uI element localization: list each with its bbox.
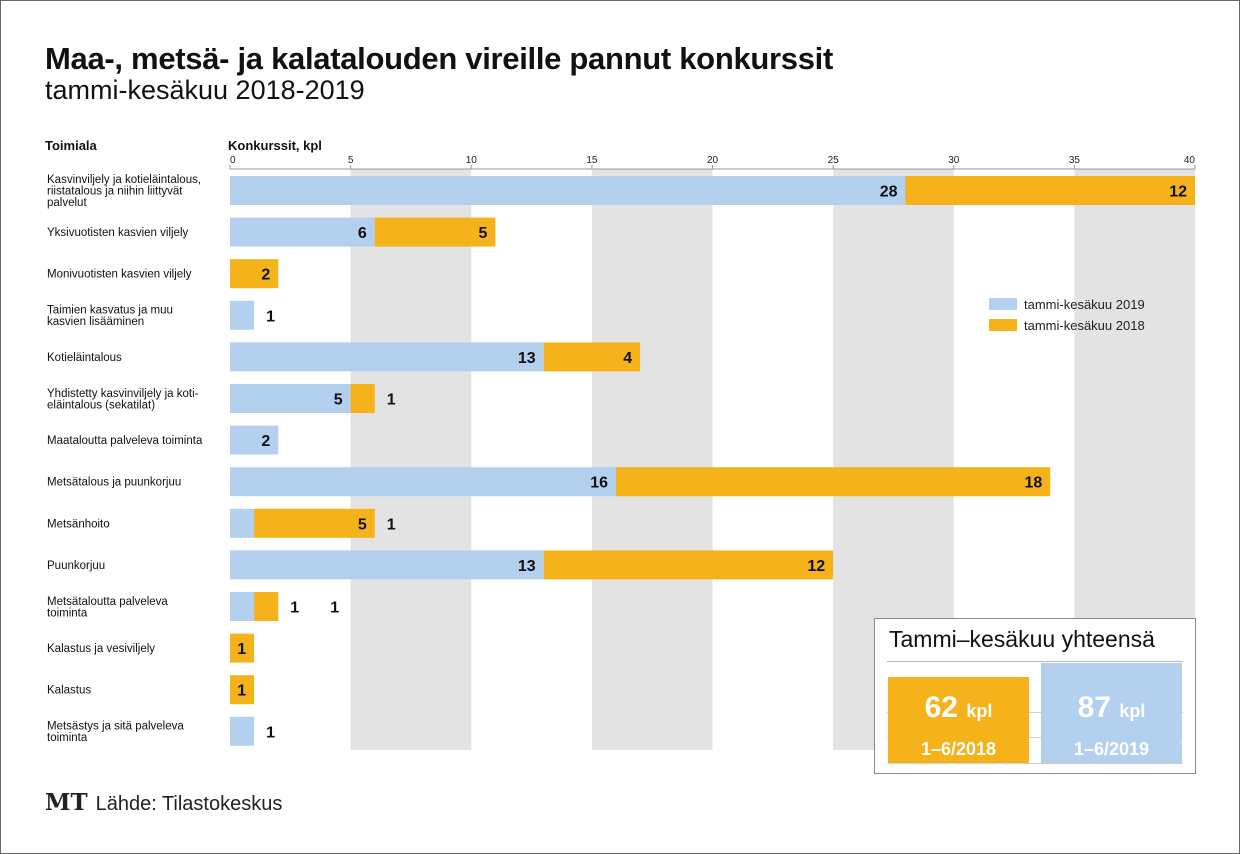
value-label-2018: 12 [807,558,825,575]
x-tick-label: 35 [1069,155,1081,166]
value-label-2019: 6 [358,225,367,242]
bar-2018 [374,217,496,247]
value-label-2019: 16 [590,475,608,492]
value-label-2018: 1 [237,641,246,658]
category-label: Metsänhoito [47,518,110,530]
value-label-2019: 1 [266,308,275,325]
bar-2019 [230,508,255,538]
value-label-2019: 13 [518,350,536,367]
value-label-2018: 1 [237,683,246,700]
value-label-2019: 13 [518,558,536,575]
bar-2019 [230,217,375,247]
bar-2018 [543,550,834,580]
totals-divider [887,661,1183,662]
legend-label: tammi-kesäkuu 2019 [1024,297,1145,312]
category-column-header: Toimiala [45,138,97,153]
bar-2019 [230,550,544,580]
chart-subtitle: tammi-kesäkuu 2018-2019 [45,75,365,105]
bar-2018 [543,342,641,372]
category-label: Metsästys ja sitä palveleva toiminta [47,721,184,745]
x-tick-label: 30 [948,155,960,166]
totals-gridline [887,712,1183,713]
value-label-2018: 5 [478,225,487,242]
category-label: Taimien kasvatus ja muu kasvien lisäämine… [47,305,173,329]
bar-2019 [230,342,544,372]
bar-2019 [230,176,906,205]
category-label: Maataloutta palveleva toiminta [47,435,203,447]
value-label-2019: 28 [880,184,898,201]
bar-2018 [230,675,255,705]
bar-2019 [230,425,279,455]
source-footer: MT Lähde: Tilastokeskus [45,789,282,816]
legend-label: tammi-kesäkuu 2018 [1024,318,1145,333]
bar-2019 [230,467,616,497]
value-label-2018: 18 [1024,475,1042,492]
bar-2018 [230,259,279,289]
value-label-2018: 5 [358,516,367,533]
bar-2018 [230,633,255,663]
value-label-2018: 4 [623,350,632,367]
mt-logo: MT [45,789,88,816]
chart-title: Maa-, metsä- ja kalatalouden vireille pa… [45,41,834,76]
value-label-2019: 1 [290,600,299,617]
bar-2018 [905,176,1195,205]
value-label-2018: 1 [387,392,396,409]
category-label: Kalastus [47,685,91,697]
category-label: Monivuotisten kasvien viljely [47,269,192,281]
value-label-2018: 1 [330,600,339,617]
bar-2019 [230,384,351,413]
category-label: Kalastus ja vesiviljely [47,643,155,655]
bar-2018 [254,592,279,621]
bar-2018 [350,384,375,413]
legend-swatch [989,298,1017,310]
source-text: Lähde: Tilastokeskus [95,793,283,815]
total-2019-period: 1–6/2019 [1073,739,1150,759]
value-label-2018: 12 [1169,184,1187,201]
bar-2019 [230,716,255,746]
x-tick-label: 10 [466,155,478,166]
value-axis-title: Konkurssit, kpl [228,138,322,153]
grid-band [350,169,472,750]
value-label-2019: 1 [387,516,396,533]
totals-panel: Tammi–kesäkuu yhteensä 62 kpl 1–6/2018 8… [874,618,1196,774]
category-label: Yksivuotisten kasvien viljely [47,227,189,239]
bar-2019 [230,300,255,330]
grid-band [591,169,713,750]
bar-2018 [254,508,375,538]
x-tick-label: 20 [707,155,719,166]
x-tick-label: 40 [1184,155,1196,166]
total-2018-box: 62 kpl 1–6/2018 [888,677,1029,763]
x-tick-label: 0 [230,155,236,166]
total-2019-box: 87 kpl 1–6/2019 [1041,663,1182,763]
category-label: Yhdistetty kasvinviljely ja koti-eläinta… [47,388,199,412]
x-tick-label: 5 [348,155,354,166]
x-tick-label: 25 [828,155,840,166]
legend-swatch [989,319,1017,331]
total-2018-period: 1–6/2018 [920,739,997,759]
total-2019-value: 87 kpl [1077,691,1146,724]
value-label-2019: 1 [266,724,275,741]
bar-2019 [230,592,255,621]
bar-2018 [616,467,1051,497]
total-2018-value: 62 kpl [924,691,993,724]
value-label-2019: 5 [334,392,343,409]
category-label: Metsätaloutta palveleva toiminta [47,596,168,620]
category-label: Puunkorjuu [47,560,105,572]
totals-gridline [887,763,1183,764]
category-label: Kasvinviljely ja kotieläintalous, riistat… [47,174,201,209]
totals-title: Tammi–kesäkuu yhteensä [889,626,1155,652]
category-label: Metsätalous ja puunkorjuu [47,477,181,489]
category-label: Kotieläintalous [47,352,122,364]
value-label-2019: 2 [261,433,270,450]
totals-gridline [887,737,1183,738]
value-label-2018: 2 [261,267,270,284]
x-tick-label: 15 [586,155,598,166]
